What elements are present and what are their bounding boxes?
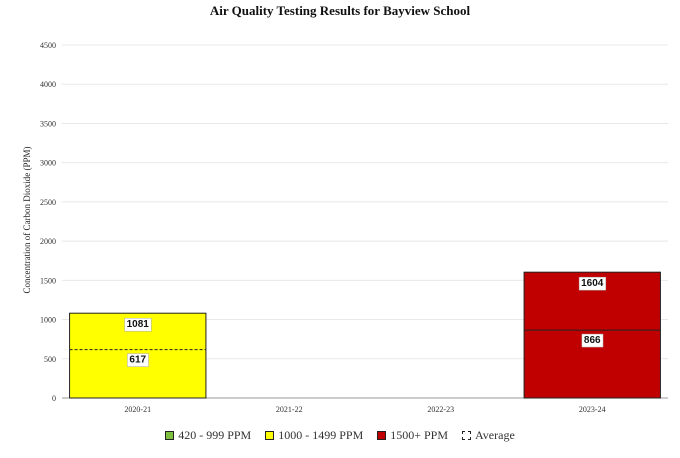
y-tick-label: 3500 [40,119,56,128]
data-label-box [124,317,152,332]
legend-label: 1500+ PPM [390,428,449,442]
legend-swatch-green [165,431,175,440]
legend-swatch-red [377,431,387,440]
y-tick-label: 4000 [40,80,56,89]
legend-swatch-yellow [265,431,275,440]
y-tick-label: 0 [52,394,56,403]
chart-title: Air Quality Testing Results for Bayview … [210,3,471,18]
data-label-average: 617 [129,355,146,366]
data-label-average: 866 [584,335,601,346]
data-label-box [581,333,604,348]
data-label-box [127,353,149,367]
bars: 1081 617 1604 866 [69,271,661,399]
y-axis-label: Concentration of Carbon Dioxide (PPM) [22,147,32,294]
legend-label: 420 - 999 PPM [178,428,252,442]
y-tick-label: 2000 [40,237,56,246]
legend-label: Average [475,428,515,442]
y-tick-label: 500 [44,355,56,364]
x-tick-label: 2022-23 [427,405,454,414]
y-tick-label: 2500 [40,198,56,207]
legend-swatch-average [462,431,472,440]
bar [523,271,661,399]
x-tick-labels: 2020-21 2021-22 2022-23 2023-24 [124,405,605,414]
x-tick-label: 2023-24 [579,405,606,414]
y-tick-label: 3000 [40,159,56,168]
legend-item-green: 420 - 999 PPM [165,428,251,443]
data-label-value: 1604 [581,278,604,289]
legend-item-average: Average [462,428,515,443]
x-tick-label: 2020-21 [124,405,151,414]
data-label-box [578,276,607,291]
legend-item-red: 1500+ PPM [377,428,448,443]
legend-label: 1000 - 1499 PPM [278,428,364,442]
y-tick-label: 4500 [40,41,56,50]
legend: 420 - 999 PPM 1000 - 1499 PPM 1500+ PPM … [0,428,680,443]
x-tick-label: 2021-22 [276,405,303,414]
data-label-value: 1081 [127,319,150,330]
y-tick-label: 1500 [40,276,56,285]
legend-item-yellow: 1000 - 1499 PPM [265,428,363,443]
y-tick-labels: 0 500 1000 1500 2000 2500 3000 3500 4000 4500 [40,41,56,403]
y-tick-label: 1000 [40,316,56,325]
